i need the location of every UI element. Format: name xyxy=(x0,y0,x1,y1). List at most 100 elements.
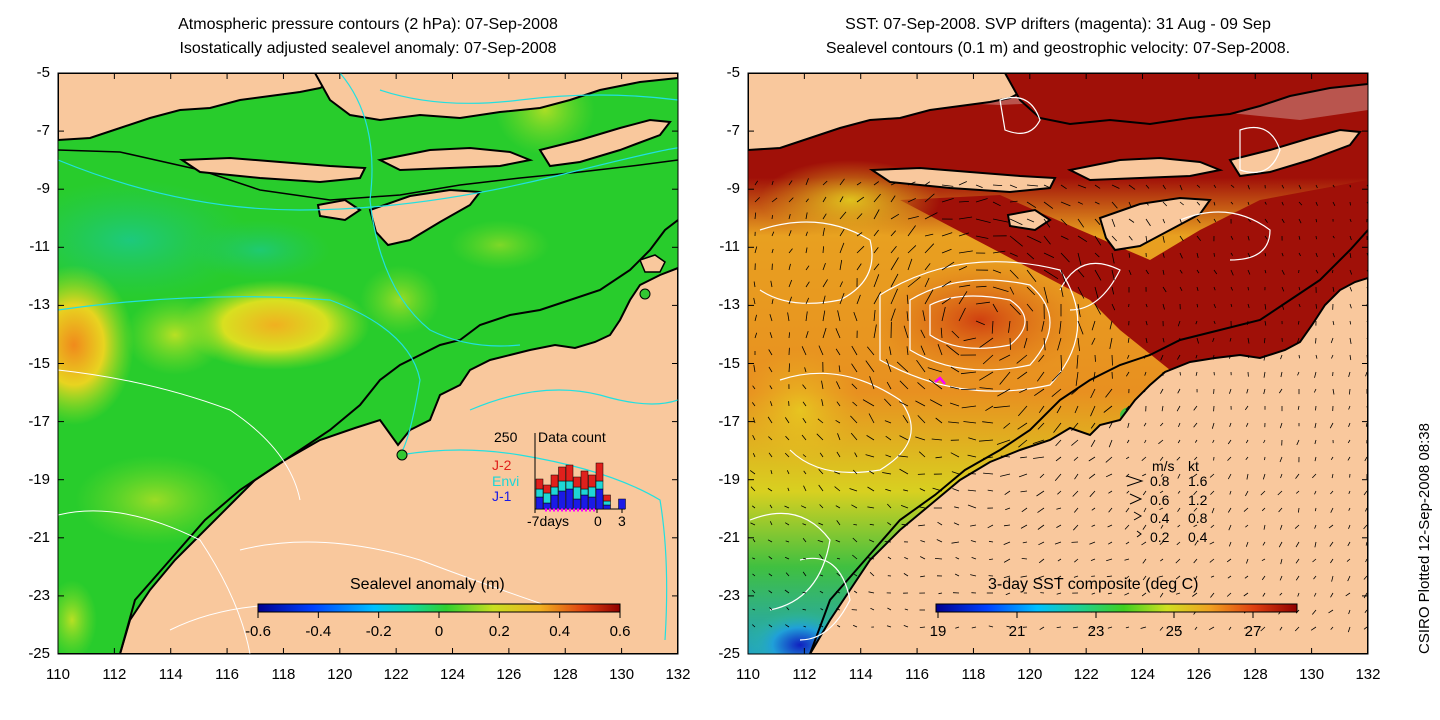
right-title-line2: Sealevel contours (0.1 m) and geostrophi… xyxy=(825,40,1291,57)
histogram-bar xyxy=(535,496,544,510)
left-lon-tick-label: 114 xyxy=(158,666,183,683)
right-lat-tick-label: -7 xyxy=(726,122,740,140)
left-lon-tick-label: 130 xyxy=(609,666,635,683)
left-colorbar-tick-label: -0.4 xyxy=(305,623,332,640)
left-colorbar xyxy=(257,603,621,613)
histogram-bar xyxy=(535,478,544,490)
left-lat-tick-label: -9 xyxy=(36,180,50,198)
data-count-inset xyxy=(534,433,626,513)
velocity-key-kt-value: 0.8 xyxy=(1188,510,1208,526)
right-colorbar-tick-label: 23 xyxy=(1087,623,1105,640)
right-lon-tick-label: 116 xyxy=(905,666,930,683)
velocity-key-ms-value: 0.4 xyxy=(1150,510,1170,526)
svp-drifter-track xyxy=(934,376,946,385)
left-lon-tick-label: 128 xyxy=(552,666,578,683)
right-colorbar-label: 3-day SST composite (deg C) xyxy=(988,576,1199,593)
velocity-key-header-kt: kt xyxy=(1188,458,1199,474)
left-colorbar-label: Sealevel anomaly (m) xyxy=(350,576,505,593)
right-lon-tick-label: 110 xyxy=(736,666,760,683)
right-australia-land xyxy=(808,276,1368,654)
velocity-key-kt-value: 0.4 xyxy=(1188,528,1208,545)
left-colorbar-tick-label: 0 xyxy=(434,623,444,640)
right-colorbar-tick-label: 27 xyxy=(1244,623,1262,640)
histogram-bar xyxy=(558,480,566,492)
histogram-bar xyxy=(573,476,581,488)
histogram-bar xyxy=(535,488,544,498)
left-colorbar-tick-label: -0.6 xyxy=(245,623,271,640)
left-lon-tick-label: 126 xyxy=(496,666,522,683)
right-lon-tick-label: 112 xyxy=(792,666,817,683)
right-colorbar xyxy=(935,603,1298,613)
left-hotspot-central xyxy=(180,280,370,370)
histogram-bar xyxy=(543,492,551,504)
inset-title: Data count xyxy=(538,429,606,445)
inset-ymax: 250 xyxy=(494,429,518,445)
left-lat-tick-label: -21 xyxy=(28,528,50,546)
left-lat-tick-label: -11 xyxy=(29,238,50,256)
left-lon-tick-label: 122 xyxy=(383,666,409,683)
right-lat-tick-label: -19 xyxy=(718,470,740,488)
velocity-key-kt-value: 1.6 xyxy=(1188,473,1208,489)
right-lat-tick-label: -25 xyxy=(718,645,740,662)
histogram-bar xyxy=(558,466,566,482)
right-colorbar-tick-label: 21 xyxy=(1008,623,1026,640)
histogram-bar xyxy=(603,500,611,506)
histogram-bar xyxy=(550,474,559,488)
right-lat-tick-label: -23 xyxy=(718,586,740,604)
histogram-bar xyxy=(580,470,589,490)
left-lat-tick-label: -15 xyxy=(28,354,50,372)
left-lon-tick-label: 120 xyxy=(327,666,353,683)
left-colorbar-tick-label: 0.2 xyxy=(488,623,510,640)
histogram-bar xyxy=(573,498,581,510)
left-colorbar-tick-label: 0.4 xyxy=(549,623,571,640)
right-lat-tick-label: -15 xyxy=(718,354,740,372)
right-lon-tick-label: 118 xyxy=(961,666,986,683)
left-lon-tick-label: 124 xyxy=(440,666,466,683)
left-lat-tick-label: -23 xyxy=(28,586,50,604)
histogram-bar xyxy=(565,488,574,510)
velocity-key-kt-value: 1.2 xyxy=(1188,491,1208,508)
left-title-line1: Atmospheric pressure contours (2 hPa): 0… xyxy=(178,16,558,33)
left-colorbar-tick-label: -0.2 xyxy=(365,623,392,640)
histogram-bar xyxy=(543,502,551,510)
histogram-bar xyxy=(603,494,611,502)
right-lon-tick-label: 122 xyxy=(1073,666,1099,683)
right-lat-tick-label: -11 xyxy=(719,238,740,256)
right-lat-tick-label: -5 xyxy=(726,64,740,81)
left-colorbar-tick-label: 0.6 xyxy=(609,623,631,640)
histogram-bar xyxy=(603,504,611,510)
geostrophic-velocity-vectors xyxy=(749,178,1368,633)
right-lat-tick-label: -17 xyxy=(718,412,740,430)
left-lon-tick-label: 112 xyxy=(102,666,127,683)
right-sealevel-contour xyxy=(929,295,1026,349)
left-lon-tick-label: 132 xyxy=(665,666,691,683)
inset-legend-envi: Envi xyxy=(492,473,520,489)
left-lat-tick-label: -17 xyxy=(28,412,50,430)
histogram-bar xyxy=(595,462,604,482)
right-lon-tick-label: 130 xyxy=(1299,666,1325,683)
histogram-bar xyxy=(550,486,559,496)
plot-credit: CSIRO Plotted 12-Sep-2008 08:38 xyxy=(1416,423,1433,654)
left-hotspot-west xyxy=(58,265,134,425)
histogram-bar xyxy=(550,494,559,510)
inset-legend-j2: J-2 xyxy=(492,457,512,473)
left-lat-tick-label: -5 xyxy=(36,64,50,81)
left-map xyxy=(58,73,678,654)
right-lon-tick-label: 132 xyxy=(1355,666,1381,683)
histogram-bar xyxy=(573,486,581,500)
left-pressure-contour xyxy=(58,147,678,211)
right-colorbar-tick-label: 19 xyxy=(929,623,947,640)
right-colorbar-tick-label: 25 xyxy=(1165,623,1183,640)
right-lat-tick-label: -13 xyxy=(718,296,740,314)
histogram-bars xyxy=(535,462,626,510)
histogram-bar xyxy=(588,486,596,498)
left-australia-land xyxy=(58,266,678,654)
right-lat-tick-label: -21 xyxy=(718,528,740,546)
right-lon-tick-label: 114 xyxy=(848,666,873,683)
left-lon-tick-label: 116 xyxy=(215,666,240,683)
inset-x-label-zero: 0 xyxy=(594,513,602,529)
left-lat-tick-label: -13 xyxy=(28,296,50,314)
left-title-line2: Isostatically adjusted sealevel anomaly:… xyxy=(179,40,557,57)
histogram-bar xyxy=(565,464,574,482)
